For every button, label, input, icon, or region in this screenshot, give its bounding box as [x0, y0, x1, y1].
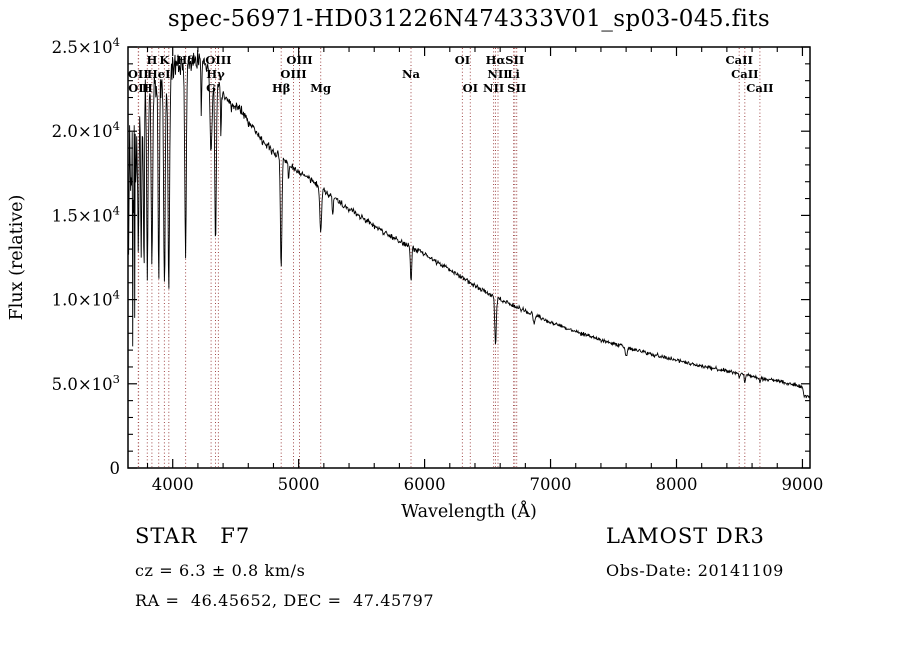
- x-tick-label: 9000: [781, 475, 823, 494]
- plot-frame: [127, 46, 811, 469]
- plot-axes: [127, 46, 811, 469]
- line-label-CaII: CaII: [746, 81, 773, 95]
- object-class-label: STAR F7: [135, 524, 251, 548]
- coordinates: RA = 46.45652, DEC = 47.45797: [135, 591, 435, 610]
- spectrum-trace: [128, 49, 810, 399]
- line-label-HeI: HeI: [147, 67, 171, 81]
- line-label-SII: SII: [505, 53, 524, 67]
- axis-titles: Wavelength (Å) Flux (relative): [7, 195, 537, 522]
- spectrum-line: [128, 49, 810, 399]
- y-tick-label: 2.0×104: [52, 119, 120, 141]
- line-label-G: G: [206, 81, 216, 95]
- line-label-CaII: CaII: [726, 53, 753, 67]
- survey-label: LAMOST DR3: [606, 524, 765, 548]
- line-label-K: K: [159, 53, 170, 67]
- line-label-H: H: [146, 53, 157, 67]
- x-tick-label: 4000: [152, 475, 194, 494]
- line-label-Hδ: Hδ: [176, 53, 195, 67]
- line-label-Hβ: Hβ: [272, 81, 291, 95]
- obs-date: Obs-Date: 20141109: [606, 561, 784, 580]
- line-label-OIII: OIII: [205, 53, 231, 67]
- line-label-OII: OII: [128, 67, 149, 81]
- y-tick-label: 1.5×104: [52, 203, 120, 225]
- line-label-OI: OI: [455, 53, 470, 67]
- line-label-OIII: OIII: [286, 53, 312, 67]
- line-label-NII: NII: [487, 67, 508, 81]
- y-tick-label: 1.0×104: [52, 288, 120, 310]
- line-label-Li: Li: [507, 67, 520, 81]
- y-axis-title: Flux (relative): [7, 195, 27, 321]
- x-tick-label: 8000: [655, 475, 697, 494]
- line-label-Mg: Mg: [310, 81, 331, 95]
- line-label-OIII: OIII: [280, 67, 306, 81]
- line-label-Hγ: Hγ: [206, 67, 225, 81]
- line-label-Hα: Hα: [486, 53, 506, 67]
- y-tick-label: 2.5×104: [52, 35, 120, 57]
- line-label-OII: OII: [128, 81, 149, 95]
- x-tick-label: 7000: [530, 475, 572, 494]
- axis-tick-labels: 4000 5000 6000 7000 8000 9000 0 5.0×103 1.0×104 1…: [52, 35, 824, 494]
- x-axis-title: Wavelength (Å): [401, 501, 537, 522]
- x-tick-label: 5000: [278, 475, 320, 494]
- line-label-CaII: CaII: [731, 67, 758, 81]
- page-title: spec-56971-HD031226N474333V01_sp03-045.f…: [167, 6, 771, 32]
- y-tick-label: 5.0×103: [52, 372, 120, 394]
- line-label-OI: OI: [463, 81, 478, 95]
- line-label-Na: Na: [402, 67, 421, 81]
- line-label-NII: NII: [483, 81, 504, 95]
- x-tick-label: 6000: [404, 475, 446, 494]
- y-tick-label: 0: [110, 459, 121, 478]
- radial-velocity: cz = 6.3 ± 0.8 km/s: [135, 561, 306, 580]
- line-label-SII: SII: [507, 81, 526, 95]
- line-label-H: H: [142, 81, 153, 95]
